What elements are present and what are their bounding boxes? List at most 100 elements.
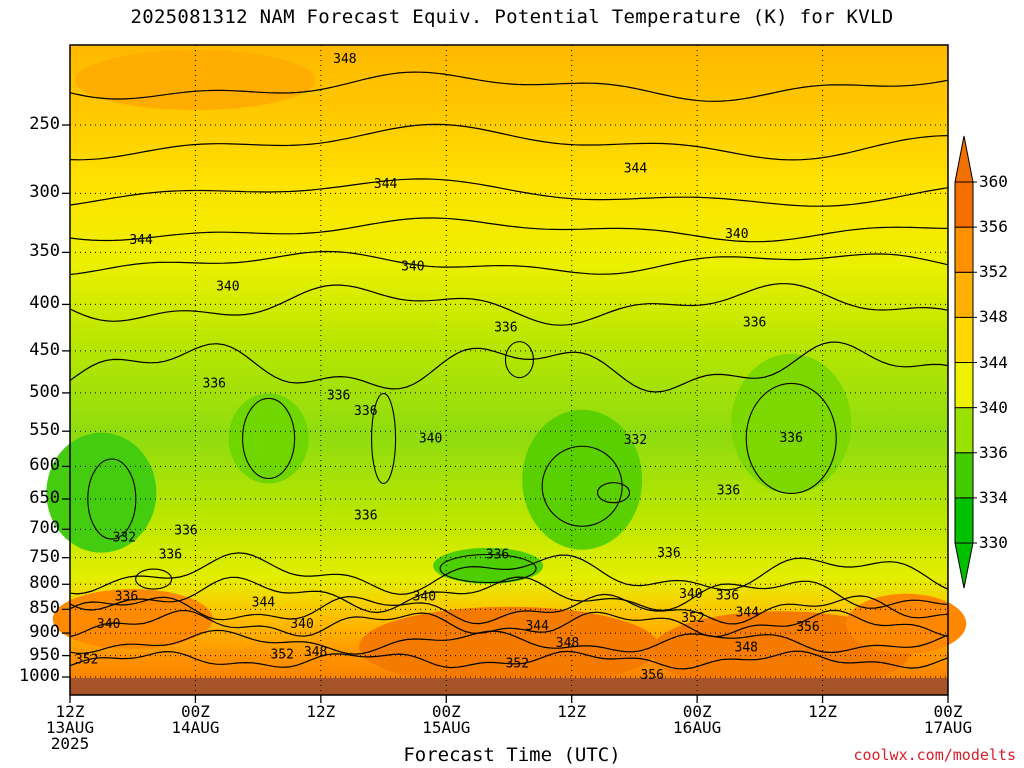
credit-link[interactable]: coolwx.com/modelts (853, 746, 1016, 764)
contour-line (69, 178, 949, 207)
x-tick-label: 12Z (306, 702, 336, 721)
y-tick-label: 250 (29, 114, 60, 134)
x-tick-label: 12Z (557, 702, 587, 721)
colorbar-label: 336 (979, 442, 1008, 462)
colorbar-label: 348 (979, 307, 1008, 327)
contour-line (69, 552, 949, 595)
contour-label: 336 (779, 431, 802, 446)
contour-line (69, 629, 949, 655)
contour-label: 352 (506, 657, 529, 672)
contour-line (69, 650, 949, 670)
y-tick-label: 300 (29, 182, 60, 203)
contour-line (69, 217, 949, 243)
warm-pocket (359, 606, 659, 687)
colorbar-swatch (954, 407, 974, 454)
contour-label: 352 (75, 653, 98, 668)
y-tick-label: 1000 (19, 666, 60, 686)
contour-closed (87, 458, 137, 540)
contour-label: 344 (374, 177, 398, 192)
y-tick-label: 600 (29, 455, 60, 476)
contour-line (69, 576, 949, 614)
contour-label: 336 (159, 547, 182, 562)
contour-closed (135, 568, 173, 590)
cool-pocket (522, 409, 643, 550)
contour-label: 348 (556, 636, 579, 651)
contour-closed (242, 397, 296, 480)
y-tick-label: 700 (29, 518, 60, 539)
colorbar-swatch (954, 316, 974, 363)
colorbar-label: 330 (979, 533, 1008, 552)
y-tick-label: 650 (29, 487, 60, 508)
contour-label: 332 (624, 433, 647, 448)
y-tick-label: 550 (29, 420, 60, 441)
contour-label: 340 (97, 617, 120, 632)
colorbar-label: 352 (979, 262, 1008, 282)
y-tick-label: 450 (29, 339, 60, 360)
colorbar-swatch (954, 226, 974, 273)
colorbar-label: 334 (979, 487, 1008, 507)
contour-label: 344 (736, 605, 760, 620)
contour-label: 336 (354, 508, 377, 523)
x-tick-label: 00Z 14AUG (171, 702, 220, 737)
y-tick-label: 400 (29, 293, 60, 314)
colorbar-label: 356 (979, 217, 1008, 237)
contour-line (69, 71, 949, 102)
colorbar-label: 344 (979, 352, 1008, 372)
x-tick-label: 12Z (808, 702, 838, 721)
contour-closed (745, 382, 837, 495)
contour-label: 348 (735, 640, 758, 655)
colorbar-swatch (954, 497, 974, 544)
y-tick-label: 950 (29, 644, 60, 665)
contour-label: 340 (725, 227, 748, 242)
y-tick-label: 350 (29, 241, 60, 262)
colorbar-swatch (954, 181, 974, 228)
contour-label: 336 (657, 546, 680, 561)
x-tick-label: 00Z 15AUG (422, 702, 471, 737)
contour-label: 352 (270, 647, 293, 662)
contour-label: 340 (216, 279, 239, 294)
contour-label: 344 (624, 161, 648, 176)
contour-label: 340 (290, 617, 313, 632)
colorbar-arrow-top (954, 135, 974, 183)
contour-label: 336 (203, 376, 226, 391)
contour-line (69, 123, 949, 161)
contour-label: 336 (743, 316, 766, 331)
colorbar-swatch (954, 362, 974, 409)
contour-label: 352 (681, 611, 704, 626)
contour-label: 344 (252, 596, 276, 611)
contour-label: 336 (494, 320, 517, 335)
chart-title: 2025081312 NAM Forecast Equiv. Potential… (130, 6, 894, 28)
y-tick-label: 750 (29, 546, 60, 567)
contour-label: 336 (486, 547, 509, 562)
contour-label: 336 (716, 588, 739, 603)
colorbar (954, 135, 977, 589)
contour-label: 336 (115, 590, 138, 605)
y-tick-label: 500 (29, 381, 60, 402)
contour-label: 356 (796, 620, 819, 635)
x-axis-title: Forecast Time (UTC) (403, 744, 621, 766)
contour-closed (541, 445, 623, 527)
cool-pocket (46, 432, 157, 553)
x-tick-label: 12Z 13AUG 2025 (45, 702, 95, 753)
contour-label: 344 (525, 619, 549, 634)
contour-line (69, 593, 949, 625)
warm-pocket (52, 589, 213, 650)
contour-label: 340 (679, 587, 702, 602)
colorbar-swatch (954, 452, 974, 499)
contour-label: 344 (129, 233, 153, 248)
y-tick-label: 850 (29, 598, 60, 619)
contour-label: 332 (113, 530, 136, 545)
contour-closed (439, 553, 537, 584)
contour-line (69, 609, 949, 638)
contour-label: 336 (327, 388, 350, 403)
contour-line (69, 250, 949, 276)
contour-label: 336 (354, 404, 377, 419)
contour-closed (596, 482, 631, 504)
contour-label: 340 (413, 590, 436, 605)
y-tick-label: 900 (29, 622, 60, 643)
cool-pocket (731, 353, 852, 494)
contour-closed (504, 341, 535, 379)
contour-label: 356 (640, 668, 663, 683)
contour-label: 336 (717, 483, 740, 498)
